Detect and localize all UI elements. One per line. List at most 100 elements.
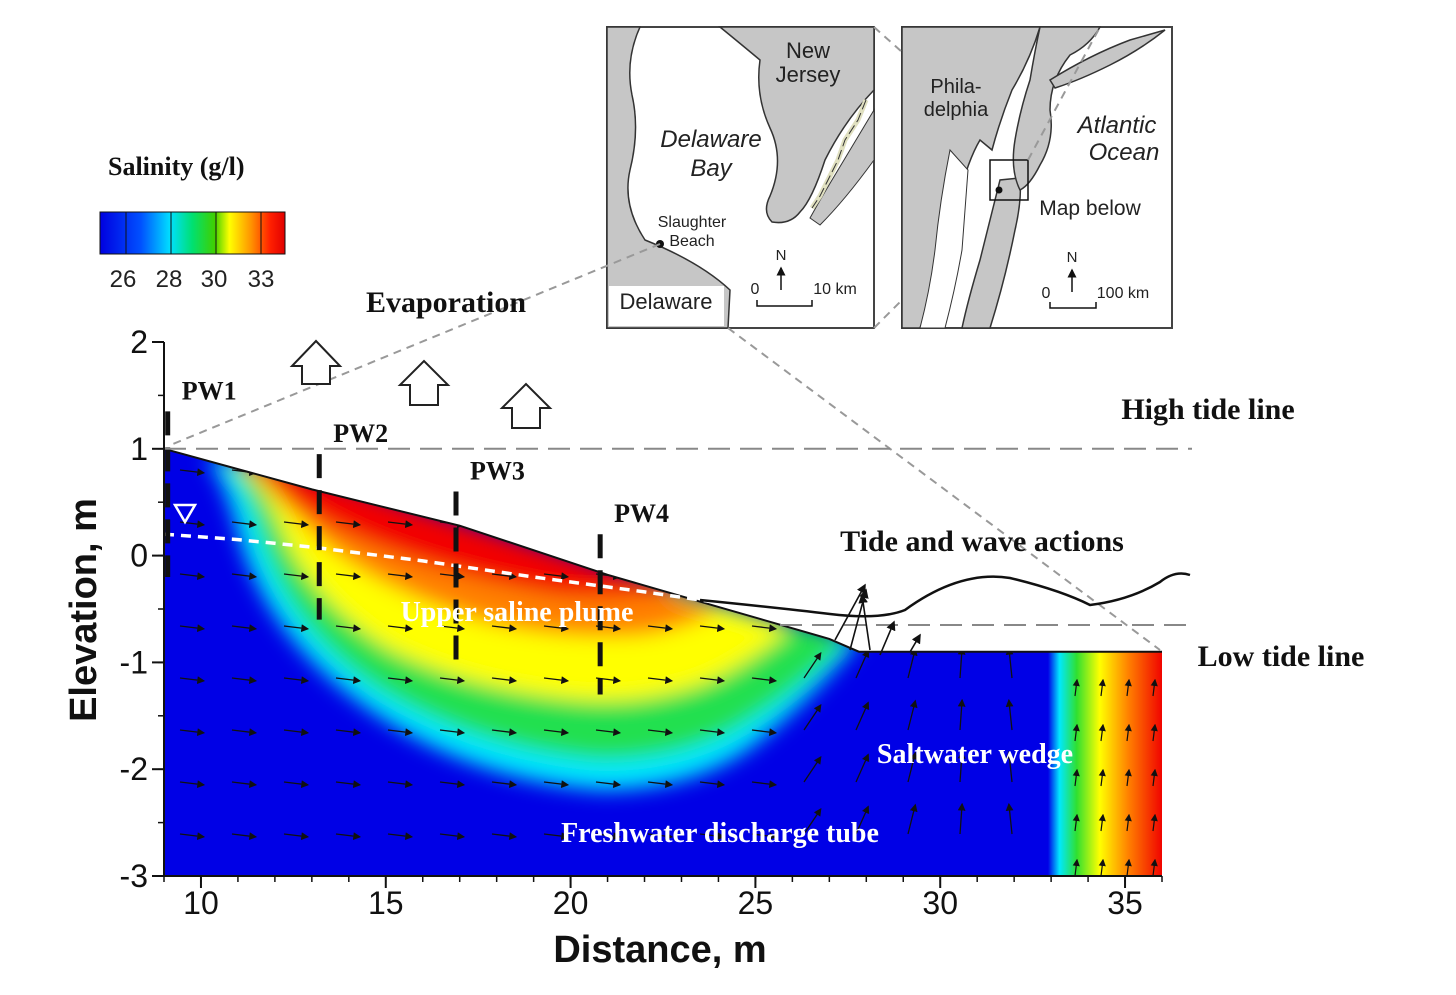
flow-arrow-icon bbox=[855, 805, 870, 835]
flow-arrow-icon bbox=[231, 624, 258, 632]
north-label: N bbox=[776, 247, 787, 264]
flow-arrow-icon bbox=[283, 832, 310, 840]
flow-arrow-icon bbox=[855, 701, 870, 731]
label-delaware-bay: Delaware bbox=[660, 126, 761, 153]
flow-arrow-icon bbox=[1098, 723, 1106, 742]
label-evaporation: Evaporation bbox=[366, 286, 526, 319]
inset-connectors bbox=[167, 26, 1161, 651]
flow-arrow-icon bbox=[1005, 646, 1014, 679]
flow-arrow-icon bbox=[647, 780, 674, 788]
flow-arrow-icon bbox=[647, 676, 674, 684]
flow-arrow-icon bbox=[439, 728, 466, 736]
flow-arrow-icon bbox=[647, 728, 674, 736]
flow-arrow-icon bbox=[907, 647, 918, 679]
flow-arrow-icon bbox=[543, 520, 570, 528]
flow-arrow-icon bbox=[751, 728, 778, 736]
label-freshwater-tube: Freshwater discharge tube bbox=[561, 818, 879, 849]
legend-tick: 33 bbox=[248, 266, 275, 293]
x-axis-label: Distance, m bbox=[553, 929, 766, 971]
flow-arrow-icon bbox=[699, 780, 726, 788]
label-saltwater-wedge: Saltwater wedge bbox=[877, 739, 1073, 770]
flow-arrow-icon bbox=[803, 756, 822, 783]
evaporation-arrow-icon bbox=[499, 382, 553, 429]
water-table-marker-icon bbox=[172, 503, 198, 525]
flow-arrow-icon bbox=[179, 676, 206, 684]
y-tick-label: 1 bbox=[130, 431, 148, 467]
y-tick-label: -2 bbox=[120, 751, 148, 787]
well-label: PW3 bbox=[470, 457, 525, 486]
evaporation-arrow-icon bbox=[397, 359, 451, 406]
flow-arrow-icon bbox=[543, 676, 570, 684]
flow-arrow-icon bbox=[595, 832, 622, 840]
flow-arrow-icon bbox=[1150, 723, 1158, 742]
tide-arrow-icon bbox=[879, 620, 896, 656]
flow-arrow-icon bbox=[439, 832, 466, 840]
scale-bar bbox=[756, 300, 813, 307]
flow-arrow-icon bbox=[283, 468, 310, 476]
label-map-below: Map below bbox=[1039, 197, 1141, 220]
flow-arrow-icon bbox=[491, 832, 518, 840]
flow-arrow-icon bbox=[751, 624, 778, 632]
label-new-jersey: Jersey bbox=[776, 62, 841, 87]
connector-line bbox=[873, 299, 903, 329]
flow-arrow-icon bbox=[855, 493, 870, 523]
flow-arrow-icon bbox=[439, 676, 466, 684]
flow-arrow-icon bbox=[283, 572, 310, 580]
flow-arrow-icon bbox=[179, 832, 206, 840]
label-low-tide: Low tide line bbox=[1198, 640, 1365, 673]
flow-arrow-icon bbox=[231, 832, 258, 840]
well-label: PW1 bbox=[182, 376, 237, 405]
flow-arrow-icon bbox=[179, 468, 206, 476]
flow-arrow-icon bbox=[1098, 813, 1106, 832]
flow-arrow-icon bbox=[751, 468, 778, 476]
x-tick-label: 20 bbox=[553, 885, 589, 921]
flow-arrow-icon bbox=[387, 572, 414, 580]
flow-arrow-icon bbox=[491, 728, 518, 736]
flow-arrow-icon bbox=[647, 832, 674, 840]
legend-tick: 30 bbox=[201, 266, 228, 293]
flow-arrow-icon bbox=[647, 624, 674, 632]
label-atlantic-ocean: Ocean bbox=[1089, 139, 1160, 166]
flow-arrow-icon bbox=[231, 676, 258, 684]
site-marker bbox=[995, 186, 1003, 194]
flow-arrow-icon bbox=[491, 572, 518, 580]
evaporation-arrows bbox=[289, 339, 553, 429]
flow-arrow-icon bbox=[283, 676, 310, 684]
flow-arrow-icon bbox=[283, 520, 310, 528]
flow-arrow-icon bbox=[335, 676, 362, 684]
x-tick-label: 30 bbox=[922, 885, 958, 921]
water-table-line bbox=[163, 532, 719, 605]
flow-arrow-icon bbox=[491, 676, 518, 684]
flow-arrow-icon bbox=[595, 728, 622, 736]
x-tick-label: 10 bbox=[183, 885, 219, 921]
inset-map-local: New Jersey Delaware Bay Slaughter Beach … bbox=[606, 26, 875, 329]
flow-arrow-icon bbox=[543, 624, 570, 632]
label-delaware: Delaware bbox=[620, 289, 713, 314]
flow-arrow-icon bbox=[387, 780, 414, 788]
flow-arrow-icon bbox=[751, 572, 778, 580]
inset-map-regional: Phila- delphia Atlantic Ocean Map below … bbox=[901, 26, 1173, 329]
flow-arrow-icon bbox=[335, 572, 362, 580]
flow-arrow-icon bbox=[699, 728, 726, 736]
flow-arrow-icon bbox=[1124, 813, 1132, 832]
flow-arrow-icon bbox=[231, 728, 258, 736]
label-upper-plume: Upper saline plume bbox=[401, 597, 634, 628]
land-new-jersey bbox=[717, 26, 875, 224]
flow-arrow-icon bbox=[179, 780, 206, 788]
flow-arrow-icon bbox=[699, 676, 726, 684]
flow-arrow-icon bbox=[957, 750, 966, 783]
connector-line bbox=[167, 243, 661, 447]
flow-arrow-icon bbox=[1150, 813, 1158, 832]
label-new-jersey: New bbox=[786, 38, 830, 63]
flow-arrow-icon bbox=[543, 728, 570, 736]
beach-surface-line bbox=[163, 447, 1162, 653]
flow-arrow-icon bbox=[1072, 813, 1080, 832]
north-label: N bbox=[1067, 249, 1078, 266]
flow-arrow-icon bbox=[595, 780, 622, 788]
flow-arrow-icon bbox=[491, 520, 518, 528]
flow-arrow-icon bbox=[855, 448, 870, 471]
land-southeast bbox=[809, 108, 875, 226]
flow-arrow-icon bbox=[907, 595, 918, 627]
flow-arrow-icon bbox=[907, 699, 918, 731]
